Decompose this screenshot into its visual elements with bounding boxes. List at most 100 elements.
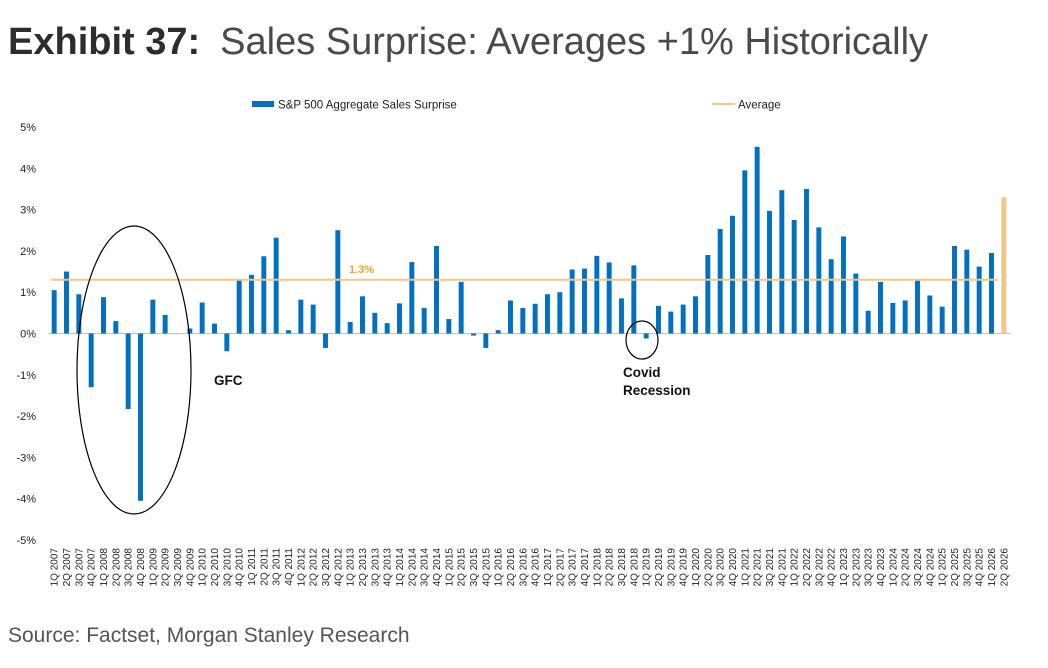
x-tick-label: 3Q 2014 <box>420 548 431 587</box>
x-tick-label: 3Q 2010 <box>222 548 233 587</box>
x-tick-label: 1Q 2008 <box>99 548 110 587</box>
bar <box>273 237 279 334</box>
bar <box>804 188 809 334</box>
x-tick-label: 1Q 2009 <box>148 548 159 587</box>
source-note: Source: Factset, Morgan Stanley Research <box>8 624 410 647</box>
y-tick-label: 0% <box>20 329 36 341</box>
bar <box>101 297 106 334</box>
x-tick-label: 4Q 2013 <box>383 548 394 587</box>
exhibit-title: Sales Surprise: Averages +1% Historicall… <box>220 21 929 63</box>
bar <box>865 310 871 334</box>
x-tick-label: 3Q 2022 <box>814 548 825 587</box>
x-tick-label: 3Q 2011 <box>272 548 283 586</box>
x-tick-label: 4Q 2025 <box>975 548 986 587</box>
bar <box>446 319 452 334</box>
bar <box>508 300 513 334</box>
x-tick-label: 1Q 2013 <box>346 548 357 587</box>
bar <box>113 321 119 334</box>
x-tick-label: 2Q 2013 <box>358 548 369 587</box>
bar <box>212 323 217 334</box>
x-tick-label: 3Q 2009 <box>173 548 184 587</box>
bar-chart: S&P 500 Aggregate Sales Surprise Average… <box>16 100 1010 587</box>
x-tick-label: 4Q 2007 <box>87 548 98 587</box>
x-tick-label: 2Q 2021 <box>753 548 764 587</box>
x-tick-label: 1Q 2020 <box>691 548 702 587</box>
bar <box>927 295 933 334</box>
bar <box>88 333 94 388</box>
bar <box>199 302 205 334</box>
bar <box>767 210 772 334</box>
bar <box>372 312 378 334</box>
x-tick-label: 3Q 2019 <box>666 548 677 587</box>
bar <box>310 304 316 334</box>
bar-forecast <box>1001 197 1007 334</box>
x-tick-label: 1Q 2016 <box>494 548 505 587</box>
y-tick-label: -3% <box>16 452 36 464</box>
bar <box>693 296 698 334</box>
x-tick-label: 4Q 2019 <box>679 548 690 587</box>
x-tick-label: 3Q 2007 <box>74 548 85 587</box>
x-tick-label: 3Q 2013 <box>370 548 381 587</box>
annotations: GFC Covid Recession <box>76 225 691 515</box>
x-tick-label: 2Q 2017 <box>555 548 566 587</box>
x-tick-label: 3Q 2024 <box>913 548 924 587</box>
bar <box>656 305 661 334</box>
x-tick-label: 1Q 2024 <box>888 548 899 587</box>
bar <box>643 333 649 339</box>
legend-swatch-sales <box>252 101 274 107</box>
bar <box>569 269 575 334</box>
bar <box>286 330 291 334</box>
bar <box>471 333 476 336</box>
legend-label-sales: S&P 500 Aggregate Sales Surprise <box>278 100 457 112</box>
y-tick-label: -5% <box>16 535 36 547</box>
bar <box>483 333 489 348</box>
bar <box>939 306 945 334</box>
bar <box>878 281 883 334</box>
x-tick-label: 4Q 2008 <box>136 548 147 587</box>
x-tick-label: 2Q 2008 <box>111 548 122 587</box>
bar <box>668 311 674 334</box>
average-line-group: 1.3% <box>51 264 998 281</box>
page-title: Exhibit 37: Sales Surprise: Averages +1% … <box>8 18 928 66</box>
covid-ellipse <box>625 320 659 360</box>
y-tick-label: 3% <box>20 205 36 217</box>
bar <box>631 265 637 334</box>
bar <box>384 323 390 334</box>
x-tick-label: 4Q 2014 <box>432 548 443 587</box>
bar <box>495 330 501 334</box>
bar <box>989 252 994 334</box>
x-tick-label: 4Q 2012 <box>333 548 344 587</box>
x-tick-label: 2Q 2019 <box>654 548 665 587</box>
x-tick-label: 2Q 2026 <box>999 548 1010 587</box>
x-tick-label: 1Q 2019 <box>642 548 653 587</box>
x-tick-label: 1Q 2025 <box>938 548 949 587</box>
y-tick-label: -2% <box>16 411 36 423</box>
bar <box>125 333 131 410</box>
x-tick-label: 2Q 2012 <box>309 548 320 587</box>
bar <box>582 268 587 334</box>
bar <box>952 245 957 334</box>
x-tick-label: 4Q 2020 <box>728 548 739 587</box>
y-tick-label: 5% <box>20 122 36 134</box>
x-tick-label: 4Q 2010 <box>235 548 246 587</box>
bar <box>853 273 859 334</box>
bar <box>347 321 353 334</box>
x-tick-label: 1Q 2022 <box>790 548 801 587</box>
y-tick-label: -4% <box>16 494 36 506</box>
bar <box>397 303 402 334</box>
x-tick-label: 4Q 2022 <box>827 548 838 587</box>
bar <box>335 230 341 334</box>
bar <box>791 219 797 334</box>
x-tick-label: 1Q 2015 <box>444 548 455 587</box>
legend-label-average: Average <box>738 100 781 112</box>
x-tick-label: 2Q 2022 <box>802 548 813 587</box>
x-tick-label: 3Q 2017 <box>568 548 579 587</box>
x-tick-label: 2Q 2011 <box>259 548 270 586</box>
bar-series <box>51 146 1007 501</box>
x-tick-label: 2Q 2015 <box>457 548 468 587</box>
x-tick-label: 3Q 2015 <box>469 548 480 587</box>
bar <box>779 190 785 334</box>
chart-legend: S&P 500 Aggregate Sales Surprise Average <box>252 100 781 112</box>
bar <box>249 274 254 334</box>
covid-label: Covid <box>623 365 661 380</box>
